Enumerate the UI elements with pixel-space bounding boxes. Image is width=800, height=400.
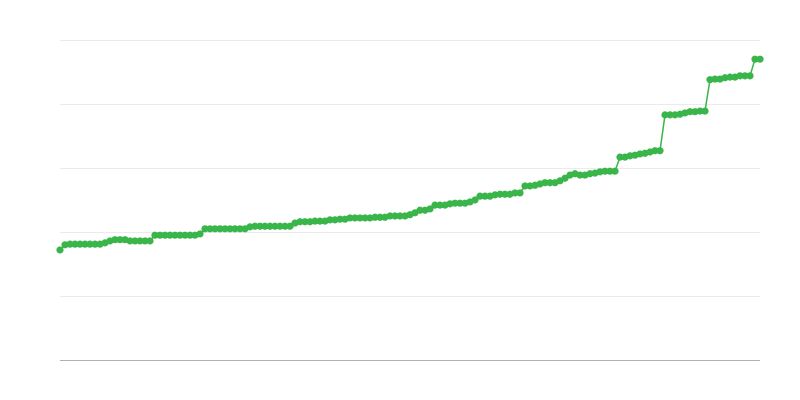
data-point: [311, 217, 319, 225]
data-point: [211, 225, 219, 233]
data-point: [541, 179, 549, 187]
gridlines: [60, 40, 760, 361]
data-point: [481, 192, 489, 200]
series-1: [56, 55, 764, 254]
data-point: [171, 231, 179, 239]
data-point: [756, 55, 764, 63]
data-point: [266, 222, 274, 230]
data-point: [91, 240, 99, 248]
data-point: [256, 222, 264, 230]
data-point: [141, 237, 149, 245]
data-point: [696, 107, 704, 115]
data-point: [136, 237, 144, 245]
data-point: [371, 213, 379, 221]
data-point: [76, 240, 84, 248]
series-line: [59, 58, 760, 251]
data-point: [301, 218, 309, 226]
data-point: [611, 167, 619, 175]
data-point: [181, 231, 189, 239]
data-point: [131, 237, 139, 245]
data-point: [476, 192, 484, 200]
data-point: [151, 231, 159, 239]
data-point: [751, 55, 759, 63]
data-point: [251, 222, 259, 230]
data-point: [81, 240, 89, 248]
data-point: [111, 236, 119, 244]
data-point: [166, 231, 174, 239]
data-point: [206, 225, 214, 233]
data-point: [351, 214, 359, 222]
data-point: [496, 190, 504, 198]
data-point: [616, 153, 624, 161]
data-point: [66, 240, 74, 248]
data-point: [601, 167, 609, 175]
data-point: [376, 213, 384, 221]
data-point: [666, 111, 674, 119]
data-point: [416, 206, 424, 214]
data-point: [456, 199, 464, 207]
data-point: [701, 107, 709, 115]
data-point: [546, 179, 554, 187]
data-point: [336, 215, 344, 223]
data-point: [221, 225, 229, 233]
data-point: [656, 147, 664, 155]
data-point: [391, 212, 399, 220]
data-point: [156, 231, 164, 239]
data-point: [296, 218, 304, 226]
data-point: [576, 171, 584, 179]
data-point: [711, 75, 719, 83]
data-point: [316, 217, 324, 225]
data-point: [226, 225, 234, 233]
data-point: [651, 147, 659, 155]
data-point: [436, 201, 444, 209]
data-point: [276, 222, 284, 230]
data-point: [746, 72, 754, 80]
data-point: [471, 196, 479, 204]
data-point: [426, 205, 434, 213]
data-point: [661, 111, 669, 119]
data-point: [741, 72, 749, 80]
data-point: [116, 236, 124, 244]
data-point: [686, 108, 694, 116]
data-point: [176, 231, 184, 239]
data-point: [511, 189, 519, 197]
data-point: [56, 246, 64, 254]
data-point: [521, 182, 529, 190]
data-point: [236, 225, 244, 233]
data-point: [161, 231, 169, 239]
data-point: [186, 231, 194, 239]
data-point: [726, 73, 734, 81]
data-point: [126, 237, 134, 245]
data-point: [196, 230, 204, 238]
data-point: [606, 167, 614, 175]
data-point: [281, 222, 289, 230]
data-point: [361, 214, 369, 222]
data-point: [326, 216, 334, 224]
data-point: [261, 222, 269, 230]
data-point: [346, 214, 354, 222]
data-point: [86, 240, 94, 248]
data-point: [146, 237, 154, 245]
data-point: [396, 212, 404, 220]
data-point: [231, 225, 239, 233]
data-point: [216, 225, 224, 233]
data-point: [201, 225, 209, 233]
data-point: [356, 214, 364, 222]
data-point: [451, 199, 459, 207]
data-point: [71, 240, 79, 248]
data-point: [736, 72, 744, 80]
data-point: [501, 190, 509, 198]
data-point: [271, 222, 279, 230]
data-point: [431, 201, 439, 209]
data-point: [386, 212, 394, 220]
data-point: [516, 189, 524, 197]
